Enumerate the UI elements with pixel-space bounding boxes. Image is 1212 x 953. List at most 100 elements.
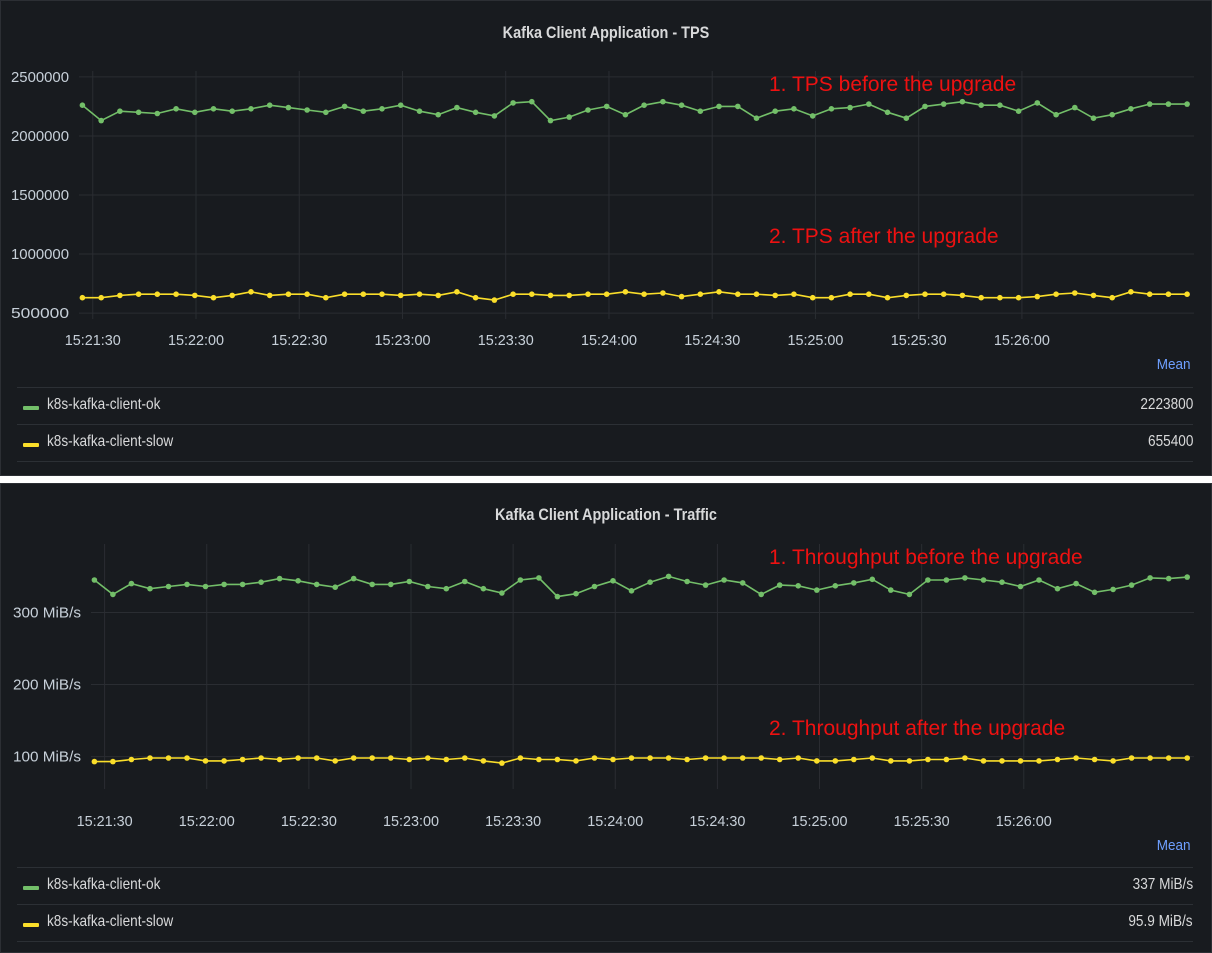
data-point	[462, 578, 468, 585]
y-tick-label: 2000000	[11, 128, 69, 145]
data-point	[888, 758, 894, 764]
data-point	[1110, 586, 1116, 593]
legend-mean-value: 337 MiB/s	[1132, 876, 1193, 893]
legend-item-ok[interactable]: k8s-kafka-client-ok 2223800	[17, 387, 1193, 424]
legend-mean-header[interactable]: Mean	[1157, 837, 1191, 854]
data-point	[647, 755, 653, 761]
data-point	[91, 758, 98, 765]
data-point	[1034, 100, 1041, 106]
series-line	[93, 575, 1188, 598]
data-point	[350, 575, 357, 582]
tps-panel: Kafka Client Application - TPS 500000 100…	[0, 0, 1212, 476]
data-point	[165, 755, 172, 761]
data-point	[341, 103, 348, 110]
data-point	[884, 109, 891, 116]
data-point	[566, 292, 572, 299]
data-point	[323, 109, 329, 116]
data-point	[117, 108, 123, 114]
data-point	[462, 755, 468, 761]
data-point	[610, 756, 616, 763]
data-point	[425, 755, 431, 761]
tps-chart: 500000 1000000 1500000 2000000 2500000 15:21:…	[11, 69, 1194, 349]
data-point	[962, 575, 968, 581]
legend-item-ok[interactable]: k8s-kafka-client-ok 337 MiB/s	[17, 867, 1193, 904]
data-point	[147, 755, 153, 761]
data-point	[499, 760, 505, 766]
data-point	[173, 106, 179, 112]
data-point	[753, 291, 760, 298]
data-point	[406, 578, 413, 585]
data-point	[491, 297, 498, 303]
data-point	[943, 756, 950, 763]
data-point	[313, 755, 320, 761]
data-point	[735, 291, 741, 298]
data-point	[809, 294, 816, 301]
legend-mean-header[interactable]: Mean	[1157, 356, 1191, 373]
data-point	[753, 115, 760, 121]
legend-series-name: k8s-kafka-client-ok	[47, 876, 161, 893]
data-point	[1036, 577, 1042, 583]
data-point	[772, 108, 778, 114]
data-point	[248, 289, 254, 295]
x-tick-label: 15:24:00	[581, 332, 637, 349]
data-point	[1072, 290, 1078, 296]
data-point	[304, 291, 310, 298]
data-point	[1146, 101, 1153, 107]
data-point	[702, 582, 709, 588]
data-point	[221, 758, 227, 764]
y-tick-label: 100 MiB/s	[13, 749, 81, 766]
data-point	[285, 291, 292, 298]
x-tick-label: 15:25:00	[787, 332, 843, 349]
data-point	[978, 102, 984, 108]
legend-item-slow[interactable]: k8s-kafka-client-slow 655400	[17, 424, 1193, 461]
y-tick-label: 2500000	[11, 69, 69, 86]
data-point	[388, 581, 394, 588]
data-point	[1165, 291, 1172, 298]
legend-series-name: k8s-kafka-client-ok	[47, 396, 161, 413]
data-point	[229, 108, 235, 114]
x-tick-label: 15:23:00	[374, 332, 430, 349]
data-point	[202, 583, 209, 590]
data-point	[585, 107, 591, 113]
grid	[79, 71, 1194, 319]
data-point	[1017, 583, 1024, 590]
data-point	[776, 582, 783, 588]
data-point	[776, 756, 783, 763]
data-point	[978, 294, 984, 301]
data-point	[248, 106, 254, 112]
data-point	[628, 588, 635, 594]
legend-series-name: k8s-kafka-client-slow	[47, 913, 174, 930]
y-tick-label: 1000000	[11, 246, 69, 263]
data-point	[350, 755, 357, 761]
grid	[91, 544, 1194, 789]
data-point	[906, 591, 913, 598]
data-point	[295, 755, 301, 761]
y-tick-label: 500000	[11, 305, 69, 322]
data-point	[678, 293, 685, 300]
data-point	[903, 115, 910, 121]
data-point	[1165, 101, 1172, 107]
data-point	[154, 291, 161, 298]
data-point	[379, 106, 385, 112]
legend-mean-value: 2223800	[1140, 396, 1193, 413]
data-point	[266, 102, 273, 108]
data-point	[697, 291, 704, 298]
data-point	[603, 291, 610, 298]
data-point	[323, 294, 329, 301]
panel-title: Kafka Client Application - Traffic	[495, 505, 717, 524]
data-point	[258, 579, 264, 585]
data-point	[510, 100, 516, 106]
data-point	[809, 113, 816, 119]
legend-item-slow[interactable]: k8s-kafka-client-slow 95.9 MiB/s	[17, 904, 1193, 941]
data-point	[313, 581, 320, 588]
data-point	[1015, 108, 1022, 114]
data-point	[454, 289, 460, 295]
data-point	[239, 581, 246, 588]
annotation-text: 1. TPS before the upgrade	[769, 73, 1016, 96]
data-point	[678, 102, 685, 108]
data-point	[435, 292, 442, 299]
legend-divider	[17, 941, 1193, 942]
data-point	[406, 756, 413, 763]
x-tick-label: 15:22:30	[281, 813, 337, 830]
data-point	[591, 583, 598, 590]
